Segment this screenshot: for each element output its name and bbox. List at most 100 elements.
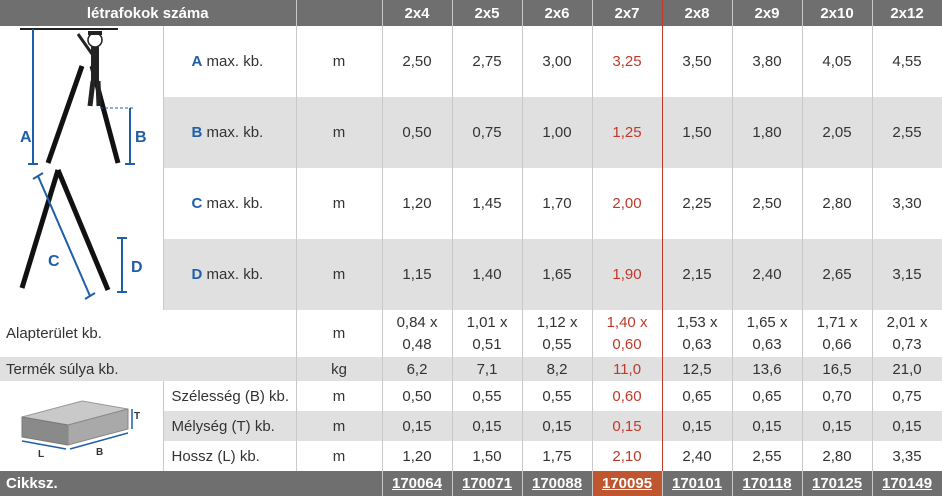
svg-text:C: C	[48, 253, 60, 270]
value-cell: 1,12 x 0,55	[522, 310, 593, 357]
article-code-link[interactable]: 170149	[872, 471, 942, 496]
value-cell: 0,50	[382, 381, 453, 411]
footer-label: Cikksz.	[0, 471, 383, 496]
value-cell: 1,53 x 0,63	[662, 310, 733, 357]
value-cell: 0,15	[522, 411, 593, 441]
value-cell: 1,20	[382, 441, 453, 471]
value-cell: 1,70	[522, 168, 593, 239]
value-cell-highlight: 1,90	[591, 239, 663, 310]
unit: m	[296, 441, 383, 471]
value-cell: 1,01 x 0,51	[452, 310, 523, 357]
value-cell: 2,40	[662, 441, 733, 471]
col-2x10: 2x10	[802, 0, 873, 26]
table-row-weight: Termék súlya kb. kg 6,2 7,1 8,2 11,0 12,…	[0, 357, 942, 381]
value-cell: 0,55	[522, 381, 593, 411]
value-cell: 12,5	[662, 357, 733, 381]
value-cell: 4,05	[802, 26, 873, 97]
label-depth: Mélység (T) kb.	[163, 411, 297, 441]
value-cell: 3,35	[872, 441, 942, 471]
value-cell: 3,50	[662, 26, 733, 97]
value-cell: 2,50	[732, 168, 803, 239]
value-cell: 0,65	[732, 381, 803, 411]
value-cell-highlight: 11,0	[591, 357, 663, 381]
svg-text:T: T	[134, 411, 140, 422]
unit: m	[296, 411, 383, 441]
package-box-icon: T L B	[21, 400, 140, 460]
value-cell: 0,15	[872, 411, 942, 441]
col-2x9: 2x9	[732, 0, 803, 26]
value-cell: 0,75	[872, 381, 942, 411]
value-cell-highlight: 1,40 x 0,60	[591, 310, 663, 357]
article-code-link[interactable]: 170125	[802, 471, 873, 496]
value-cell: 0,15	[802, 411, 873, 441]
value-cell: 1,71 x 0,66	[802, 310, 873, 357]
unit: m	[296, 381, 383, 411]
package-diagram: T L B	[0, 381, 164, 471]
value-cell: 0,75	[452, 97, 523, 168]
ladder-diagram-1: A B	[0, 26, 164, 168]
value-cell: 4,55	[872, 26, 942, 97]
value-cell: 0,55	[452, 381, 523, 411]
col-2x4: 2x4	[382, 0, 453, 26]
article-code-link-highlight[interactable]: 170095	[592, 471, 663, 496]
value-cell: 2,80	[802, 441, 873, 471]
value-cell-highlight: 3,25	[591, 26, 663, 97]
value-cell: 2,15	[662, 239, 733, 310]
value-cell: 0,15	[732, 411, 803, 441]
label-c: C max. kb.	[163, 168, 297, 239]
value-cell-highlight: 0,60	[591, 381, 663, 411]
value-cell-highlight: 2,10	[591, 441, 663, 471]
footer-row: Cikksz. 170064 170071 170088 170095 1701…	[0, 471, 942, 496]
table-row-length: Hossz (L) kb. m 1,20 1,50 1,75 2,10 2,40…	[0, 441, 942, 471]
value-cell: 3,80	[732, 26, 803, 97]
header-title: létrafokok száma	[0, 0, 297, 26]
article-code-link[interactable]: 170101	[662, 471, 733, 496]
value-cell: 3,00	[522, 26, 593, 97]
unit: m	[296, 239, 383, 310]
label-width: Szélesség (B) kb.	[163, 381, 297, 411]
value-cell: 3,30	[872, 168, 942, 239]
table-row-d: D max. kb. m 1,15 1,40 1,65 1,90 2,15 2,…	[0, 239, 942, 310]
value-cell: 0,50	[382, 97, 453, 168]
value-cell: 1,80	[732, 97, 803, 168]
value-cell: 0,15	[382, 411, 453, 441]
value-cell: 2,40	[732, 239, 803, 310]
value-cell: 0,70	[802, 381, 873, 411]
label-length: Hossz (L) kb.	[163, 441, 297, 471]
value-cell: 21,0	[872, 357, 942, 381]
value-cell: 7,1	[452, 357, 523, 381]
value-cell: 1,50	[452, 441, 523, 471]
table-row-b: B max. kb. m 0,50 0,75 1,00 1,25 1,50 1,…	[0, 97, 942, 168]
value-cell: 13,6	[732, 357, 803, 381]
svg-text:L: L	[38, 449, 44, 460]
article-code-link[interactable]: 170088	[522, 471, 593, 496]
article-code-link[interactable]: 170118	[732, 471, 803, 496]
label-a: A max. kb.	[163, 26, 297, 97]
svg-text:A: A	[20, 129, 32, 146]
value-cell-highlight: 0,15	[591, 411, 663, 441]
value-cell: 2,65	[802, 239, 873, 310]
value-cell: 0,84 x 0,48	[382, 310, 453, 357]
value-cell: 1,40	[452, 239, 523, 310]
value-cell: 8,2	[522, 357, 593, 381]
article-code-link[interactable]: 170064	[382, 471, 453, 496]
header-row: létrafokok száma 2x4 2x5 2x6 2x7 2x8 2x9…	[0, 0, 942, 26]
col-2x12: 2x12	[872, 0, 942, 26]
label-weight: Termék súlya kb.	[0, 357, 297, 381]
value-cell: 16,5	[802, 357, 873, 381]
unit: m	[296, 168, 383, 239]
value-cell: 3,15	[872, 239, 942, 310]
article-code-link[interactable]: 170071	[452, 471, 523, 496]
col-2x7: 2x7	[591, 0, 663, 26]
table-row-depth: Mélység (T) kb. m 0,15 0,15 0,15 0,15 0,…	[0, 411, 942, 441]
unit: m	[296, 310, 383, 357]
stepladder-person-icon: A B	[20, 28, 147, 165]
value-cell: 0,15	[662, 411, 733, 441]
value-cell: 6,2	[382, 357, 453, 381]
table-row-a: A B A max. kb. m 2,50 2,75 3,00	[0, 26, 942, 168]
col-2x6: 2x6	[522, 0, 593, 26]
value-cell: 1,50	[662, 97, 733, 168]
label-d: D max. kb.	[163, 239, 297, 310]
